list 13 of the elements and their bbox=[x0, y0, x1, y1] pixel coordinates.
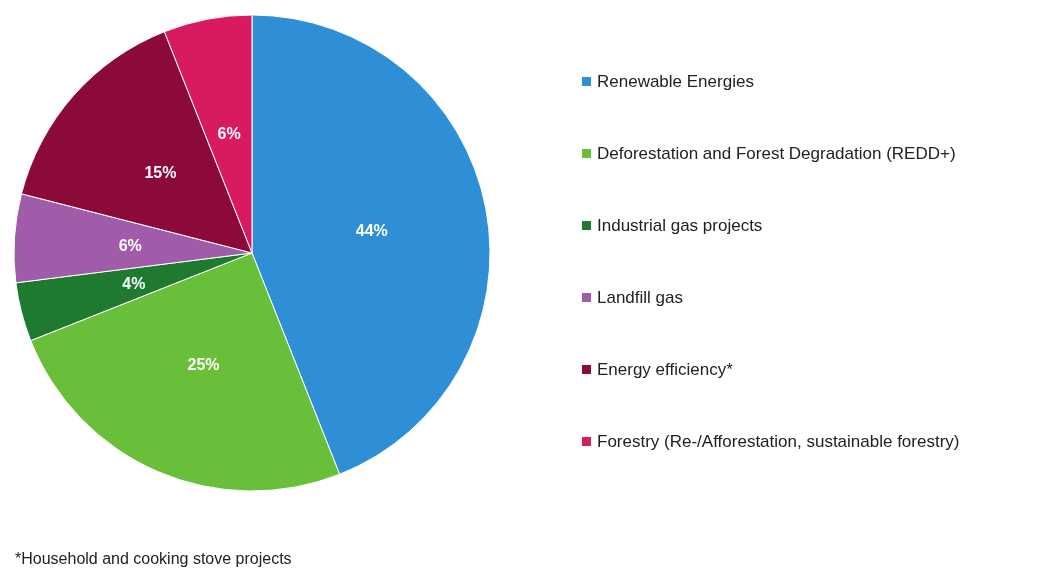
legend-label: Industrial gas projects bbox=[597, 216, 763, 235]
data-label: 15% bbox=[144, 163, 177, 181]
legend-label: Deforestation and Forest Degradation (REDD+) bbox=[597, 144, 956, 163]
data-label: 44% bbox=[355, 221, 388, 239]
data-label: 6% bbox=[118, 236, 142, 254]
legend-label: Renewable Energies bbox=[597, 72, 754, 91]
legend-label: Forestry (Re-/Afforestation, sustainable forestry) bbox=[597, 432, 960, 451]
data-label: 6% bbox=[217, 124, 241, 142]
legend-label: Energy efficiency* bbox=[597, 360, 734, 379]
legend-label: Landfill gas bbox=[597, 288, 684, 307]
text: *Household and cooking stove projects bbox=[15, 549, 292, 567]
data-label: 25% bbox=[187, 356, 220, 374]
data-label: 4% bbox=[122, 274, 146, 292]
